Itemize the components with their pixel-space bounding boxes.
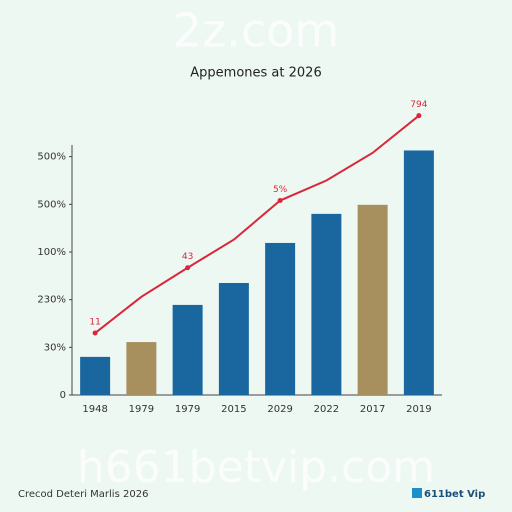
y-tick-label: 500% — [37, 152, 66, 163]
line-point — [277, 198, 283, 204]
bar — [80, 356, 111, 395]
data-label: 43 — [182, 252, 193, 262]
bar — [403, 150, 434, 395]
x-tick-label: 1948 — [82, 404, 107, 415]
y-tick-label: 500% — [37, 199, 66, 210]
chart-title: Appemones at 2026 — [190, 66, 321, 81]
data-label: 5% — [273, 185, 288, 195]
x-tick-label: 2029 — [267, 404, 292, 415]
source-note: Crecod Deteri Marlis 2026 — [18, 489, 148, 500]
bar — [126, 342, 157, 395]
brand-icon — [412, 488, 422, 498]
x-tick-label: 2015 — [221, 404, 246, 415]
line-point — [416, 113, 422, 119]
data-label: 11 — [89, 318, 100, 328]
watermark: h661betvip.com — [77, 442, 435, 493]
bar — [265, 242, 296, 395]
data-label: 794 — [410, 100, 427, 110]
x-tick-label: 2019 — [406, 404, 431, 415]
line-point — [185, 265, 191, 271]
x-tick-label: 2017 — [360, 404, 385, 415]
watermark: 2z.com — [173, 4, 339, 58]
x-tick-label: 1979 — [129, 404, 154, 415]
bar — [172, 304, 203, 395]
line — [94, 114, 420, 334]
brand: 611bet Vip — [424, 489, 485, 500]
bar — [311, 213, 342, 395]
x-tick-label: 1979 — [175, 404, 200, 415]
line-point — [92, 330, 98, 336]
bar — [357, 204, 388, 395]
y-tick-label: 30% — [44, 342, 66, 353]
bar — [218, 282, 249, 395]
y-tick-label: 230% — [37, 295, 66, 306]
x-tick-label: 2022 — [314, 404, 339, 415]
y-tick-label: 0 — [60, 390, 66, 401]
y-tick-label: 100% — [37, 247, 66, 258]
